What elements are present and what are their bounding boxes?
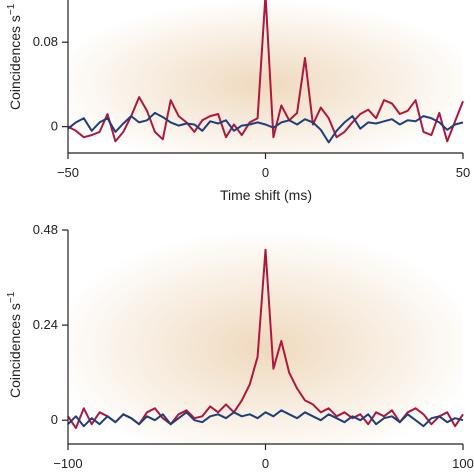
y-axis-title-bottom-text: Coincidences s [7,303,23,398]
x-tick-label-top-2: 50 [456,165,470,180]
y-tick-label-top-0: 0 [51,119,58,134]
y-axis-title-top: Coincidences s−1 [6,3,23,110]
y-tick-label-bottom-1: 0.24 [33,317,58,332]
x-tick-label-bottom-0: −100 [53,456,82,471]
y-axis-title-top-exponent: −1 [6,3,17,15]
y-tick-label-bottom-2: 0.48 [33,222,58,237]
series-line-bottom-1 [67,409,464,428]
ticks-bottom: −100 0 100 0 0.24 0.48 [33,222,474,471]
x-tick-label-top-1: 0 [262,165,269,180]
y-tick-label-bottom-0: 0 [51,412,58,427]
series-line-top-0 [67,0,464,143]
y-axis-title-bottom: Coincidences s−1 [6,291,23,398]
series-lines-top [67,0,464,144]
y-tick-label-top-1: 0.08 [33,34,58,49]
series-line-top-1 [67,111,464,144]
series-lines-bottom [67,248,464,430]
plot-background-top [68,0,463,153]
plot-background-bottom [68,230,463,444]
y-axis-title-bottom-exponent: −1 [6,291,17,303]
ticks-top: −50 0 50 0 0.08 [33,34,471,180]
x-tick-label-top-0: −50 [57,165,79,180]
panel-top: −50 0 50 0 0.08 Time shift (ms) Coincidences… [6,0,470,203]
x-axis-title-top: Time shift (ms) [220,187,312,203]
panel-bottom: −100 0 100 0 0.24 0.48 Coincidences s−1 [6,222,474,471]
x-tick-label-bottom-2: 100 [452,456,474,471]
x-tick-label-bottom-1: 0 [262,456,269,471]
y-axis-title-top-text: Coincidences s [7,15,23,110]
